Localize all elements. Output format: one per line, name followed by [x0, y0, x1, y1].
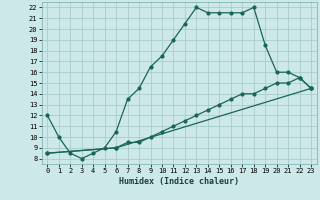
X-axis label: Humidex (Indice chaleur): Humidex (Indice chaleur) [119, 177, 239, 186]
